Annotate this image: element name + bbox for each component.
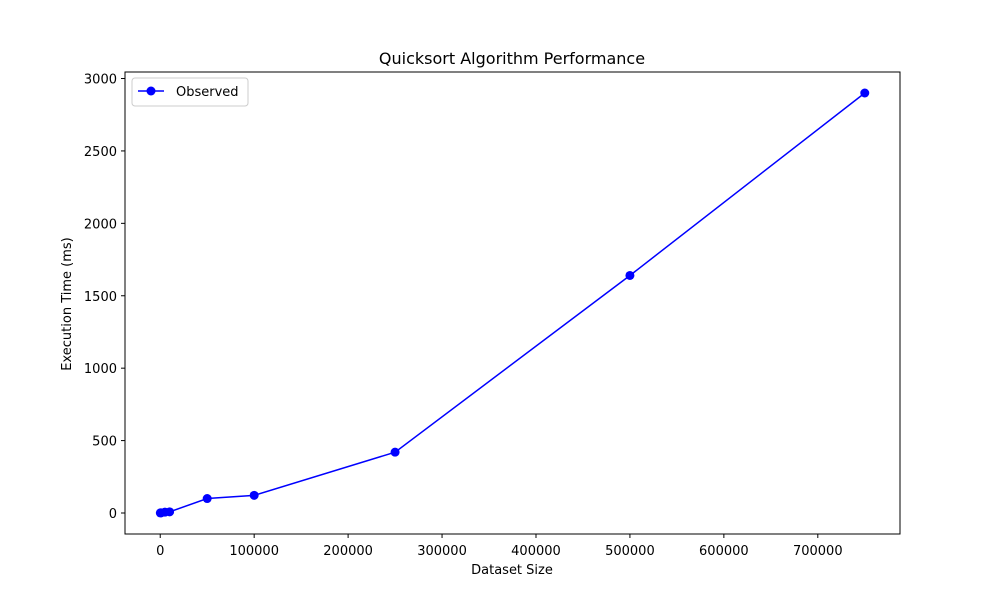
plot-frame [124, 71, 901, 535]
data-point [165, 507, 175, 517]
y-tick-label: 2000 [84, 217, 117, 232]
legend-marker [146, 86, 156, 96]
y-axis: 0 500 1000 1500 2000 2500 3000 [84, 73, 125, 522]
x-tick-label: 0 [156, 544, 164, 559]
data-point [249, 490, 259, 500]
legend-box [131, 77, 249, 107]
x-axis: 0 100000 200000 300000 400000 500000 600000 700… [156, 534, 843, 559]
data-point [202, 494, 212, 504]
x-tick-label: 200000 [323, 544, 373, 559]
chart-title: Quicksort Algorithm Performance [379, 49, 645, 68]
x-tick-label: 500000 [605, 544, 655, 559]
legend-label-observed: Observed [176, 85, 239, 100]
data-point [625, 270, 635, 280]
data-point [860, 88, 870, 98]
x-axis-label: Dataset Size [471, 563, 553, 578]
x-tick-label: 600000 [699, 544, 749, 559]
y-tick-label: 2500 [84, 145, 117, 160]
x-tick-label: 400000 [511, 544, 561, 559]
x-tick-label: 700000 [793, 544, 843, 559]
y-axis-label: Execution Time (ms) [60, 237, 75, 370]
y-tick-label: 1500 [84, 290, 117, 305]
y-tick-label: 0 [109, 507, 117, 522]
series-layer [155, 88, 870, 518]
data-point [390, 447, 400, 457]
x-tick-label: 100000 [229, 544, 279, 559]
x-tick-label: 300000 [417, 544, 467, 559]
y-tick-label: 1000 [84, 362, 117, 377]
legend: Observed [131, 77, 249, 107]
y-tick-label: 500 [92, 435, 117, 450]
y-tick-label: 3000 [84, 73, 117, 88]
